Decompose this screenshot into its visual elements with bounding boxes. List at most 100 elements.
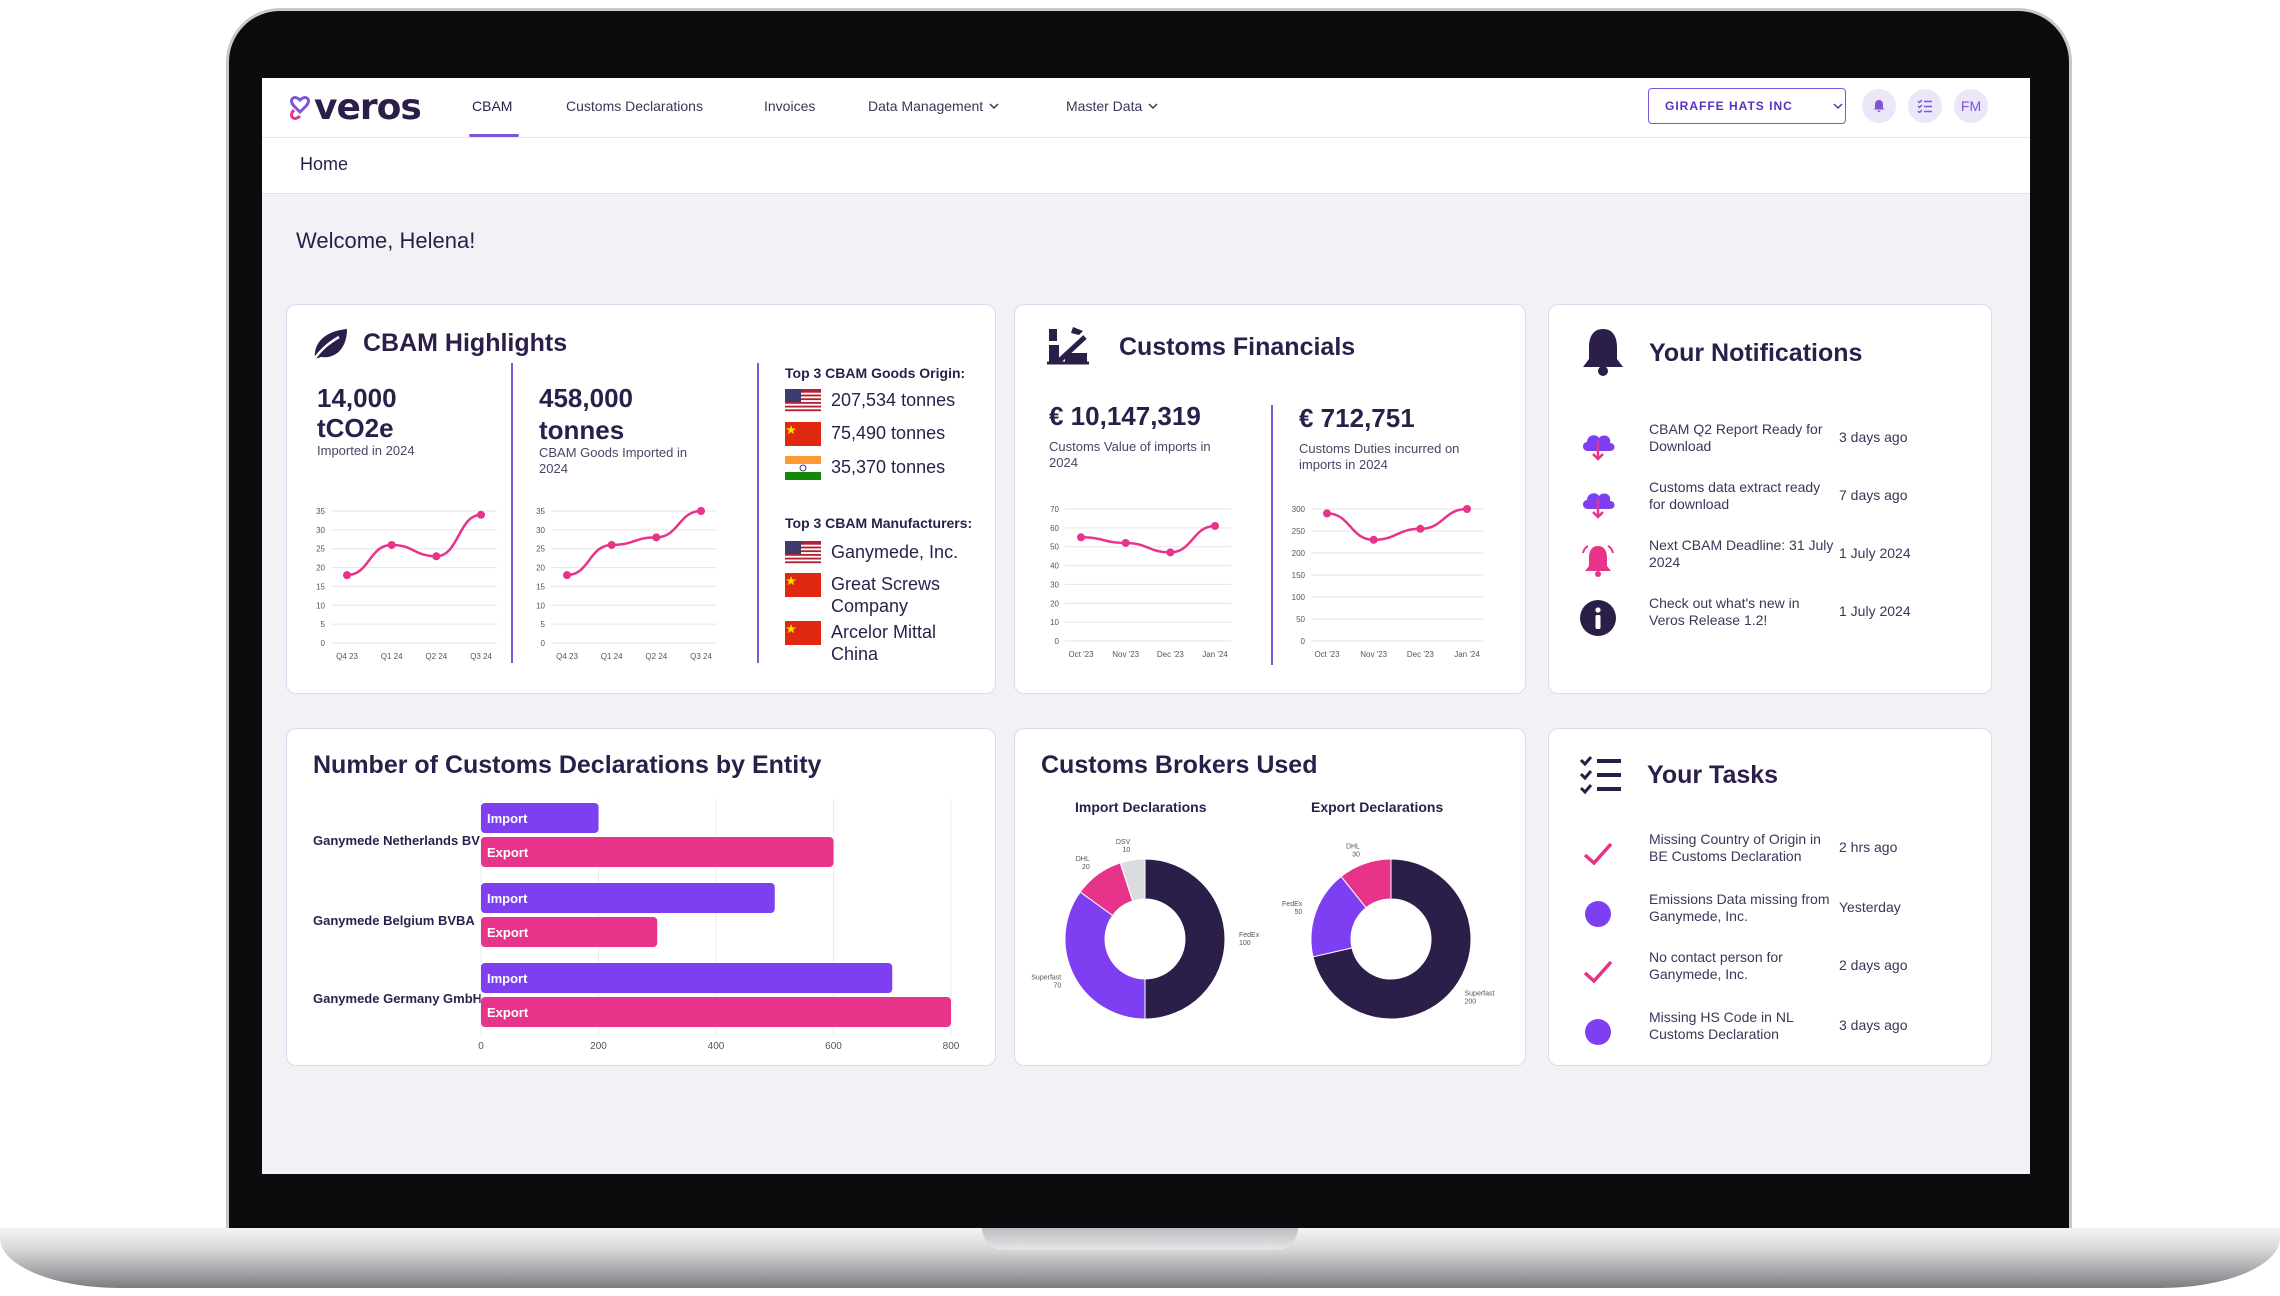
task-item[interactable]: Missing Country of Origin in BE Customs … xyxy=(1549,831,1989,883)
notification-text: Customs data extract ready for download xyxy=(1649,479,1821,512)
entity-label: Ganymede Germany GmbH xyxy=(313,991,483,1006)
cbam-highlights-card: CBAM Highlights 14,000 tCO2e Imported in… xyxy=(286,304,996,694)
customs-duties-line-chart: 0 50 100 150 200 250 300 Oct '23 Nov '23 Dec '23 J… xyxy=(1292,505,1483,659)
entity-label: Ganymede Netherlands BV xyxy=(313,833,480,848)
top-navigation: veros CBAM Customs Declarations Invoices… xyxy=(262,78,2030,138)
nav-label: Master Data xyxy=(1066,98,1143,114)
y-tick-label: 10 xyxy=(316,601,325,610)
customs-financials-card: Customs Financials € 10,147,319 Customs … xyxy=(1014,304,1526,694)
customs-value-label: Customs Value of imports in 2024 xyxy=(1049,439,1211,470)
y-tick-label: 20 xyxy=(316,564,325,573)
cloud-download-icon xyxy=(1582,435,1615,461)
x-tick-label: 800 xyxy=(943,1041,960,1052)
origins-title: Top 3 CBAM Goods Origin: xyxy=(785,365,966,381)
manufacturer-row: Arcelor Mittal China xyxy=(785,621,955,665)
nav-item-data-management[interactable]: Data Management xyxy=(868,94,999,118)
alarm-bell-icon xyxy=(1582,545,1614,577)
export-declarations-title: Export Declarations xyxy=(1311,799,1444,815)
bar-import xyxy=(481,963,893,993)
x-tick-label: Q4 23 xyxy=(556,652,578,661)
top-origins-panel: Top 3 CBAM Goods Origin: 207,534 tonnes … xyxy=(785,365,995,685)
y-tick-label: 100 xyxy=(1292,593,1306,602)
notification-item[interactable]: CBAM Q2 Report Ready for Download 3 days… xyxy=(1549,421,1989,473)
series-line xyxy=(346,513,482,577)
company-selector[interactable]: GIRAFFE HATS INC xyxy=(1648,88,1846,124)
nav-item-customs-declarations[interactable]: Customs Declarations xyxy=(566,94,703,118)
slice-value: 10 xyxy=(1122,847,1130,854)
india-flag-icon xyxy=(785,456,821,480)
task-item[interactable]: Emissions Data missing from Ganymede, In… xyxy=(1549,891,1989,943)
company-name: GIRAFFE HATS INC xyxy=(1665,99,1793,113)
y-tick-label: 10 xyxy=(536,601,545,610)
x-tick-label: Q1 24 xyxy=(601,652,623,661)
data-point xyxy=(607,540,616,549)
notification-text: Check out what's new in Veros Release 1.… xyxy=(1649,595,1800,628)
y-tick-label: 25 xyxy=(536,545,545,554)
data-point xyxy=(387,540,396,549)
slice-value: 100 xyxy=(1239,940,1251,947)
user-avatar[interactable]: FM xyxy=(1954,89,1988,123)
notification-item[interactable]: Check out what's new in Veros Release 1.… xyxy=(1549,595,1989,647)
task-text: No contact person for Ganymede, Inc. xyxy=(1649,949,1783,982)
china-flag-icon xyxy=(785,422,821,446)
x-tick-label: Dec '23 xyxy=(1157,650,1184,659)
task-item[interactable]: No contact person for Ganymede, Inc. 2 d… xyxy=(1549,949,1989,1001)
task-time: 2 hrs ago xyxy=(1839,839,1898,855)
notification-text: CBAM Q2 Report Ready for Download xyxy=(1649,421,1823,454)
customs-brokers-card: Customs Brokers Used Import Declarations… xyxy=(1014,728,1526,1066)
pie-slice xyxy=(1312,858,1472,1020)
slice-label: DHL xyxy=(1346,843,1360,850)
emissions-line-chart: 0 5 10 15 20 25 30 35 Q4 23 Q1 24 Q2 24 Q3 24 xyxy=(316,507,497,661)
notifications-button[interactable] xyxy=(1862,89,1896,123)
y-tick-label: 20 xyxy=(1050,599,1059,608)
leaf-icon xyxy=(311,329,347,362)
task-item[interactable]: Missing HS Code in NL Customs Declaratio… xyxy=(1549,1009,1989,1061)
declarations-bar-chart: 0 200 400 600 800 Import Export Import Export Imp… xyxy=(478,799,960,1052)
series-line xyxy=(1080,524,1216,554)
card-title: CBAM Highlights xyxy=(363,329,568,357)
nav-item-cbam[interactable]: CBAM xyxy=(472,94,512,118)
tasks-button[interactable] xyxy=(1908,89,1942,123)
notifications-card: Your Notifications CBAM Q2 Report Ready … xyxy=(1548,304,1992,694)
nav-item-master-data[interactable]: Master Data xyxy=(1066,94,1158,118)
breadcrumb-bar xyxy=(262,138,2030,194)
series-line xyxy=(1326,507,1468,542)
tasks-card: Your Tasks Missing Country of Origin in … xyxy=(1548,728,1992,1066)
emissions-unit: tCO2e xyxy=(317,413,394,443)
slice-value: 20 xyxy=(1082,864,1090,871)
veros-logo[interactable]: veros xyxy=(288,87,422,128)
task-time: 2 days ago xyxy=(1839,957,1908,973)
y-tick-label: 0 xyxy=(541,639,546,648)
x-tick-label: Jan '24 xyxy=(1454,650,1480,659)
data-point xyxy=(1211,521,1219,530)
nav-label: CBAM xyxy=(472,98,513,114)
customs-value-line-chart: 0 10 20 30 40 50 60 70 Oct '23 Nov '23 Dec '23 Jan … xyxy=(1050,505,1231,659)
data-point xyxy=(343,571,351,580)
bar-import xyxy=(481,883,775,913)
y-tick-label: 0 xyxy=(1301,637,1306,646)
pie-slice xyxy=(1144,858,1226,1020)
y-tick-label: 30 xyxy=(316,526,325,535)
logo-wordmark: veros xyxy=(314,87,422,128)
nav-item-invoices[interactable]: Invoices xyxy=(764,94,815,118)
bell-icon xyxy=(1583,329,1623,376)
slice-label: Superfast xyxy=(1031,975,1061,982)
manufacturer-row: Ganymede, Inc. xyxy=(785,541,958,565)
x-tick-label: Q4 23 xyxy=(336,652,358,661)
notification-time: 7 days ago xyxy=(1839,487,1908,503)
veros-logo-icon xyxy=(290,96,310,120)
bell-icon xyxy=(1873,100,1885,112)
slice-label: FedEx xyxy=(1282,901,1303,908)
breadcrumb[interactable]: Home xyxy=(300,154,349,174)
y-tick-label: 15 xyxy=(536,582,545,591)
user-initials: FM xyxy=(1960,98,1982,114)
notification-item[interactable]: Next CBAM Deadline: 31 July 2024 1 July … xyxy=(1549,537,1989,589)
notification-item[interactable]: Customs data extract ready for download … xyxy=(1549,479,1989,531)
x-tick-label: Jan '24 xyxy=(1202,650,1228,659)
slice-label: DHL xyxy=(1076,856,1090,863)
x-tick-label: Oct '23 xyxy=(1068,650,1094,659)
x-tick-label: Q3 24 xyxy=(470,652,492,661)
task-text: Missing Country of Origin in BE Customs … xyxy=(1649,831,1821,864)
info-icon xyxy=(1580,600,1616,636)
china-flag-icon xyxy=(785,573,821,597)
